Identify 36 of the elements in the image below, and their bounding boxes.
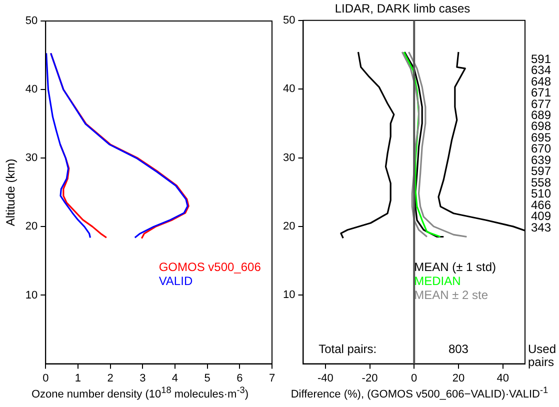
text: VALID [158,274,193,288]
text: MEDIAN [414,274,461,288]
chart-title: LIDAR, DARK limb cases [334,2,470,16]
x-tick-label: 2 [107,372,114,384]
x-tick-label: 0 [42,372,49,384]
annotation: Total pairs: [318,342,377,356]
x-tick-label: 4 [172,372,178,384]
x-tick-label: -20 [362,372,378,384]
annotation: 803 [448,342,469,356]
y-tick-label: 50 [282,14,296,26]
y-tick-label: 10 [282,289,296,302]
y-tick-label: 40 [282,83,296,96]
y2-axis-title: Used pairs [528,342,556,370]
x-tick-label: -40 [317,372,334,384]
x-tick-label: 0 [411,372,418,384]
y-tick-label: 20 [282,220,296,232]
y-tick-label: 20 [25,220,38,233]
x-tick-label: 40 [496,372,509,384]
x-axis-title: Difference (%), (GOMOS v500_606−VALID)·VALID$^{-1}$ [290,385,550,401]
x-tick-label: 1 [74,372,82,384]
x-tick-label: 5 [204,372,210,384]
x-tick-label: 20 [452,372,465,384]
text: MEAN (± 1 std) [414,260,496,274]
text: MEAN ± 2 ste [414,288,488,302]
y-tick-label: 30 [282,152,296,164]
text: GOMOS v500_606 [158,260,262,274]
text: 591 [531,52,552,66]
y-axis-title: Altitude (km) [4,158,18,226]
x-tick-label: 3 [140,372,146,384]
x-tick-label: 7 [268,372,276,384]
y-tick-label: 30 [25,152,38,164]
x-axis-title: Ozone number density (10$^{18}$ molecules·m$^{-3}$) [30,385,250,401]
y-tick-label: 10 [25,289,38,302]
y-tick-label: 50 [25,15,38,28]
y-tick-label: 40 [25,84,38,96]
x-tick-label: 6 [236,372,243,384]
